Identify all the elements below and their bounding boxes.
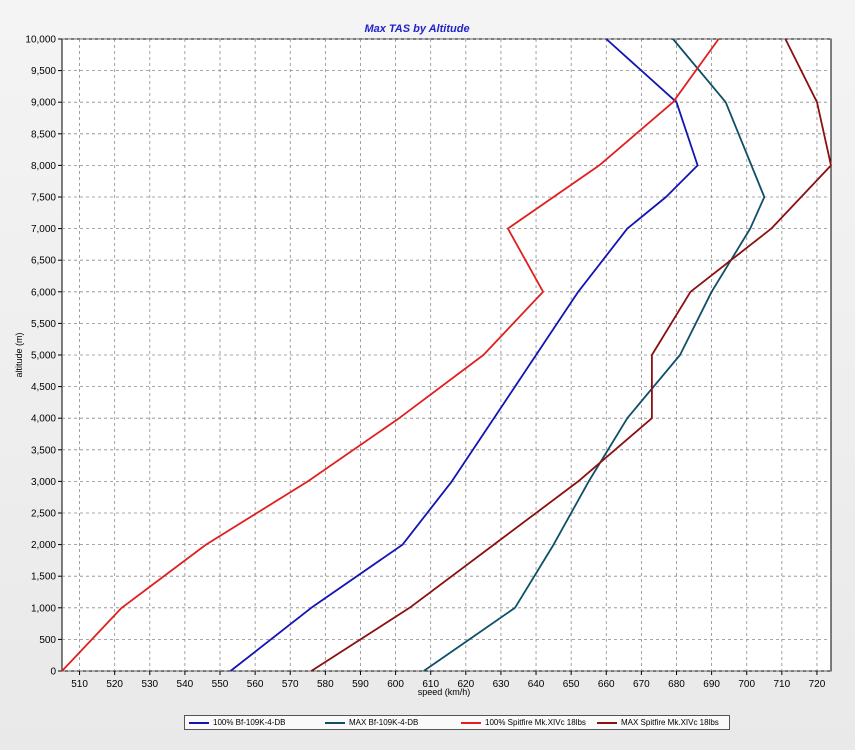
legend-label: 100% Bf-109K-4-DB xyxy=(213,718,286,727)
series-line-3 xyxy=(61,38,720,672)
x-tick-label: 710 xyxy=(773,679,790,690)
y-tick-label: 4,500 xyxy=(31,382,56,393)
legend-label: 100% Spitfire Mk.XIVc 18lbs xyxy=(485,718,586,727)
x-tick-label: 520 xyxy=(106,679,123,690)
series-line-1 xyxy=(229,38,699,672)
y-tick-label: 10,000 xyxy=(25,35,56,46)
series-line-4 xyxy=(310,38,832,672)
x-tick-label: 630 xyxy=(493,679,510,690)
x-tick-label: 620 xyxy=(457,679,474,690)
x-tick-label: 570 xyxy=(282,679,299,690)
x-tick-label: 550 xyxy=(212,679,229,690)
y-tick-label: 5,000 xyxy=(31,351,56,362)
y-tick-label: 1,500 xyxy=(31,572,56,583)
legend-item: 100% Bf-109K-4-DB xyxy=(185,716,321,729)
y-tick-label: 7,000 xyxy=(31,224,56,235)
legend-item: MAX Spitfire Mk.XIVc 18lbs xyxy=(593,716,729,729)
y-tick-label: 3,000 xyxy=(31,477,56,488)
x-tick-label: 580 xyxy=(317,679,334,690)
y-tick-label: 8,500 xyxy=(31,129,56,140)
legend-item: 100% Spitfire Mk.XIVc 18lbs xyxy=(457,716,593,729)
legend-swatch xyxy=(189,721,209,724)
x-tick-label: 680 xyxy=(668,679,685,690)
x-tick-label: 660 xyxy=(598,679,615,690)
y-tick-label: 5,500 xyxy=(31,319,56,330)
y-tick-label: 9,500 xyxy=(31,66,56,77)
x-tick-label: 700 xyxy=(738,679,755,690)
y-tick-label: 3,500 xyxy=(31,445,56,456)
y-tick-label: 500 xyxy=(39,635,56,646)
y-tick-label: 6,000 xyxy=(31,287,56,298)
x-axis-label: speed (km/h) xyxy=(418,687,471,697)
legend-label: MAX Bf-109K-4-DB xyxy=(349,718,419,727)
legend: 100% Bf-109K-4-DB MAX Bf-109K-4-DB 100% Sp… xyxy=(184,715,730,730)
legend-swatch xyxy=(597,721,617,724)
y-tick-label: 9,000 xyxy=(31,98,56,109)
series-lines xyxy=(61,38,832,672)
y-tick-label: 0 xyxy=(50,667,56,678)
y-axis-label: altitude (m) xyxy=(14,332,24,377)
legend-item: MAX Bf-109K-4-DB xyxy=(321,716,457,729)
x-tick-label: 720 xyxy=(809,679,826,690)
series-line-2 xyxy=(423,38,766,672)
x-tick-label: 600 xyxy=(387,679,404,690)
x-axis: 510 520 530 540 550 560 570 580 590 600 610 620 630 6… xyxy=(71,671,826,690)
y-tick-label: 1,000 xyxy=(31,603,56,614)
legend-swatch xyxy=(461,721,481,724)
y-tick-label: 2,500 xyxy=(31,509,56,520)
y-axis: 0 500 1,000 1,500 2,000 2,500 3,000 3,500 4,000 4… xyxy=(25,35,62,678)
x-tick-label: 650 xyxy=(563,679,580,690)
y-tick-label: 2,000 xyxy=(31,540,56,551)
x-tick-label: 560 xyxy=(247,679,264,690)
x-tick-label: 540 xyxy=(177,679,194,690)
x-tick-label: 610 xyxy=(422,679,439,690)
y-tick-label: 7,500 xyxy=(31,193,56,204)
y-tick-label: 6,500 xyxy=(31,256,56,267)
grid xyxy=(62,38,831,672)
x-tick-label: 510 xyxy=(71,679,88,690)
y-tick-label: 8,000 xyxy=(31,161,56,172)
x-tick-label: 670 xyxy=(633,679,650,690)
legend-swatch xyxy=(325,721,345,724)
x-tick-label: 640 xyxy=(528,679,545,690)
chart-title: Max TAS by Altitude xyxy=(364,23,469,35)
legend-label: MAX Spitfire Mk.XIVc 18lbs xyxy=(621,718,719,727)
x-tick-label: 690 xyxy=(703,679,720,690)
y-tick-label: 4,000 xyxy=(31,414,56,425)
x-tick-label: 590 xyxy=(352,679,369,690)
x-tick-label: 530 xyxy=(141,679,158,690)
